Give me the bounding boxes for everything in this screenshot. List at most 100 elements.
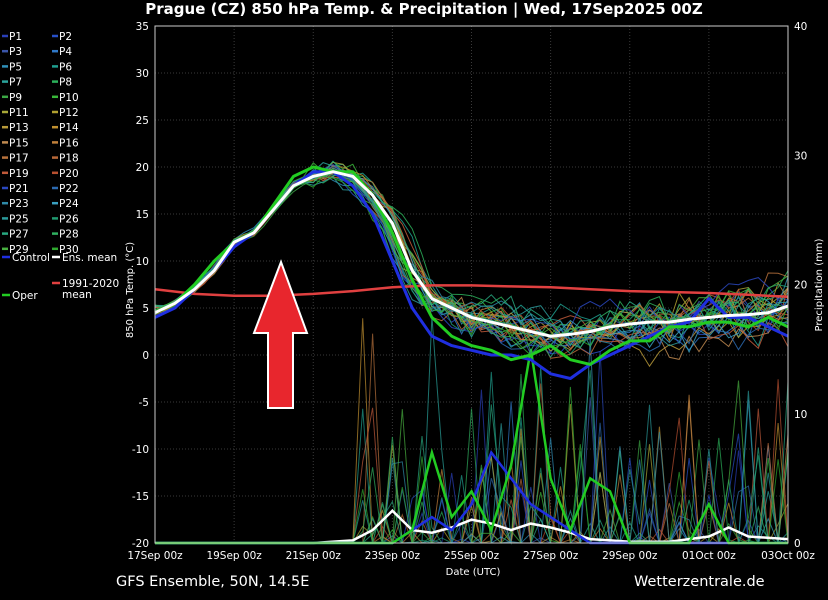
legend-label: P3 <box>9 46 22 58</box>
x-tick-label: 29Sep 00z <box>602 550 658 562</box>
legend-label: P27 <box>9 229 29 241</box>
plot-frame <box>154 25 789 544</box>
precip-line-ens-mean <box>155 508 789 545</box>
legend-label: P25 <box>9 213 29 225</box>
legend-item: P3 <box>2 46 22 58</box>
legend-item: P12 <box>52 107 79 119</box>
footer-source: Wetterzentrale.de <box>634 574 765 590</box>
legend-label: P12 <box>59 107 79 119</box>
legend-label: P18 <box>59 153 79 165</box>
legend-label: P10 <box>59 92 79 104</box>
legend-label: P6 <box>59 61 72 73</box>
legend-label: Ens. mean <box>62 252 117 264</box>
x-tick-label: 27Sep 00z <box>523 550 579 562</box>
x-axis-label: Date (UTC) <box>446 567 501 578</box>
legend-label: Control <box>12 252 50 264</box>
series-line-1991-2020-mean <box>154 284 789 298</box>
legend-item: P25 <box>2 213 29 225</box>
legend-label: P15 <box>9 137 29 149</box>
y-tick-label: 15 <box>136 209 149 221</box>
y-tick-label: 20 <box>136 162 149 174</box>
legend-item: P2 <box>52 31 72 43</box>
y2-axis-label: Precipitation (mm) <box>814 238 825 331</box>
y-tick-label: 30 <box>136 68 149 80</box>
legend-label: P26 <box>59 213 79 225</box>
legend-label: P24 <box>59 198 79 210</box>
legend-item: P21 <box>2 183 29 195</box>
legend-label: Oper <box>12 290 38 302</box>
legend-item: P28 <box>52 229 79 241</box>
legend-item: P7 <box>2 77 22 89</box>
legend-label: P21 <box>9 183 29 195</box>
legend-label: P29 <box>9 244 29 256</box>
legend-item: P4 <box>52 46 72 58</box>
x-tick-label: 19Sep 00z <box>206 550 262 562</box>
legend-item: Ens. mean <box>52 252 117 264</box>
y2-tick-label: 30 <box>794 150 807 162</box>
legend-item: P1 <box>2 31 22 43</box>
legend-label: P28 <box>59 229 79 241</box>
legend-label: P19 <box>9 168 29 180</box>
legend-item: P18 <box>52 153 79 165</box>
legend-label: P1 <box>9 31 22 43</box>
legend-item: P20 <box>52 168 79 180</box>
legend-item: Oper <box>2 290 38 302</box>
footer-model: GFS Ensemble, 50N, 14.5E <box>116 574 309 590</box>
legend-item: P16 <box>52 137 79 149</box>
x-tick-label: 21Sep 00z <box>286 550 342 562</box>
legend-item: P19 <box>2 168 29 180</box>
chart-title: Prague (CZ) 850 hPa Temp. & Precipitatio… <box>145 0 703 19</box>
legend-item: P30 <box>52 244 79 256</box>
y-tick-label: 25 <box>136 115 149 127</box>
y-axis-ticks: 35 30 25 20 15 10 5 0 -5 -10 -15 -20 <box>132 21 149 550</box>
legend-label: P17 <box>9 153 29 165</box>
legend-item: Control <box>2 252 50 264</box>
x-tick-label: 01Oct 00z <box>682 550 736 562</box>
legend-label: P13 <box>9 122 29 134</box>
x-tick-label: 25Sep 00z <box>444 550 500 562</box>
legend-label: P8 <box>59 77 72 89</box>
red-arrow-annotation <box>252 259 309 409</box>
y-tick-label: -20 <box>132 538 149 550</box>
legend-label: P11 <box>9 107 29 119</box>
legend-item: P15 <box>2 137 29 149</box>
legend-label: P7 <box>9 77 22 89</box>
y-tick-label: 10 <box>136 256 149 268</box>
legend-label: P5 <box>9 61 22 73</box>
legend-item: P11 <box>2 107 29 119</box>
legend-item: P26 <box>52 213 79 225</box>
legend-label: P9 <box>9 92 22 104</box>
legend-label: P30 <box>59 244 79 256</box>
y2-tick-label: 0 <box>794 538 801 550</box>
x-tick-label: 03Oct 00z <box>761 550 815 562</box>
x-tick-label: 17Sep 00z <box>127 550 183 562</box>
legend-item: P8 <box>52 77 72 89</box>
legend: P1 P2 P3 P4 P5 P6 P7 P8 P9 P10 P11 P12 P13 P14 P15 P16 P… <box>2 31 119 302</box>
y-tick-label: 35 <box>136 21 149 33</box>
y-tick-label: -5 <box>139 397 149 409</box>
legend-item: P27 <box>2 229 29 241</box>
temperature-lines <box>154 160 789 380</box>
precip-line-oper <box>155 348 788 545</box>
legend-item: P6 <box>52 61 72 73</box>
series-line-ens-mean <box>154 170 789 338</box>
legend-label: P20 <box>59 168 79 180</box>
legend-label: 1991-2020 <box>62 278 119 290</box>
legend-item: P13 <box>2 122 29 134</box>
legend-item: P23 <box>2 198 29 210</box>
legend-label: P4 <box>59 46 72 58</box>
y2-tick-label: 40 <box>794 21 807 33</box>
y2-axis-ticks: 40 30 20 10 0 <box>794 21 807 550</box>
legend-item: P5 <box>2 61 22 73</box>
legend-label: mean <box>62 289 92 301</box>
x-axis-ticks: 17Sep 00z 19Sep 00z 21Sep 00z 23Sep 00z 25Se… <box>127 550 815 562</box>
legend-item: P29 <box>2 244 29 256</box>
legend-label: P14 <box>59 122 79 134</box>
y-tick-label: 5 <box>142 303 149 315</box>
legend-item: P22 <box>52 183 79 195</box>
y2-tick-label: 20 <box>794 280 807 292</box>
legend-item: P14 <box>52 122 79 134</box>
y2-tick-label: 10 <box>794 409 807 421</box>
y-axis-label: 850 hPa Temp. (°C) <box>125 242 136 338</box>
